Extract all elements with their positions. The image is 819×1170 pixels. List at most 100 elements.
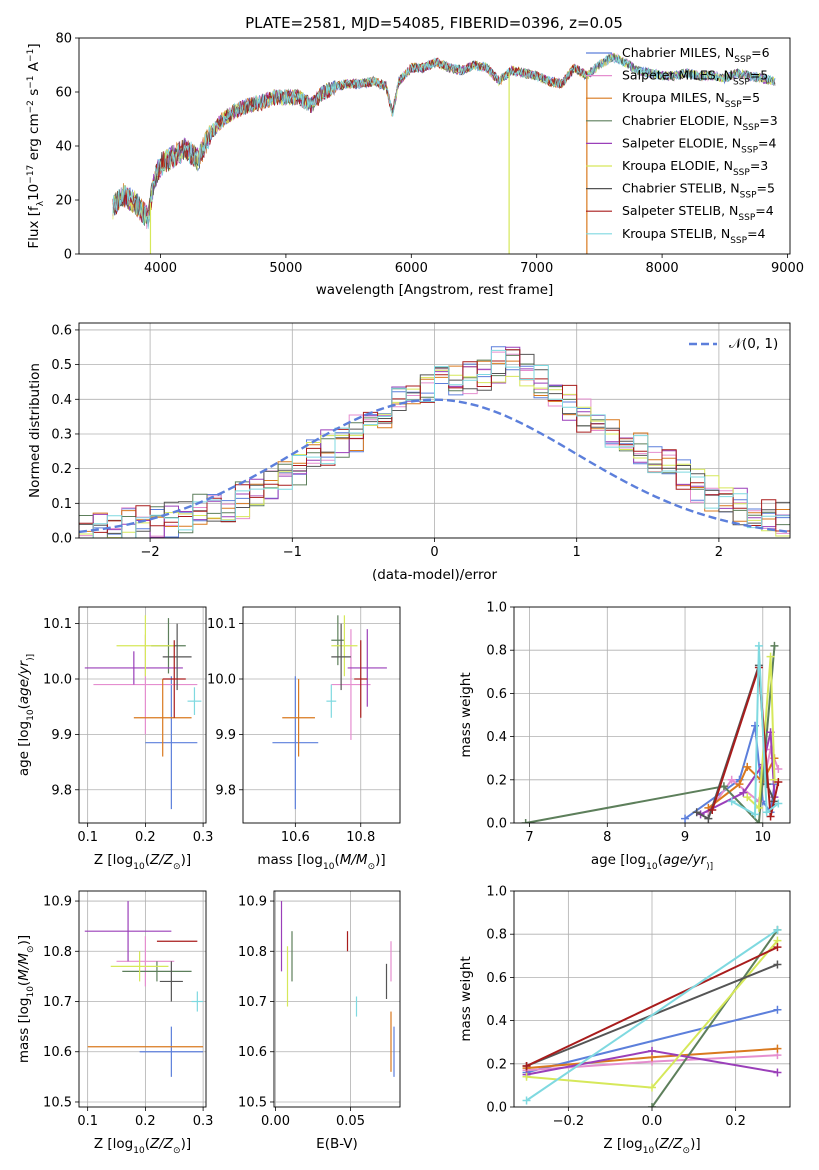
y-tick-label: 0.2 [486,1057,507,1072]
label-part: age/yr [16,659,32,704]
y-tick-label: 1.0 [486,885,507,900]
weight-marker [727,775,736,784]
y-tick-label: 10.7 [238,995,267,1010]
gaussian-curve [79,398,790,534]
x-tick-label: 4000 [144,261,177,276]
mass-z-panel: 0.1 0.2 0.310.510.610.710.810.9Z [log10(Z/… [16,890,214,1156]
weight-line-3 [651,929,779,1107]
mass-z-panel-xlabel: Z [log10(Z/Z⊙)] [94,1136,191,1156]
label-part: Kroupa MILES, N [622,90,725,105]
mass-ebv-panel-xlabel: E(B-V) [316,1136,358,1152]
weight-marker [648,1046,656,1055]
weight-marker [773,1005,782,1014]
label-part: 10 [643,1146,655,1156]
weight-marker [762,780,771,789]
y-tick-label: 0.6 [486,971,507,986]
mass-ebv-panel: 0.00 0.05 10.5 10.6 10.7 10.8 10.9 E(B-V) [238,890,401,1152]
weight-marker [681,814,690,823]
x-tick-label: 6000 [395,261,428,276]
label-part: )] [181,1136,192,1152]
y-tick-label: 0.6 [51,323,72,338]
label-part: Salpeter ELODIE, N [622,135,741,150]
error-point-7 [162,640,186,718]
label-part: Salpeter MILES, N [622,68,733,83]
label-part: SSP [733,78,750,88]
weight-marker [648,1083,656,1092]
residuals-ylabel: Normed distribution [27,363,43,498]
label-part: 10 [646,862,658,872]
y-tick-label: 10.6 [43,1045,72,1060]
y-tick-label: 0.0 [486,1101,507,1116]
axes-frame [78,322,791,539]
label-part: SSP [733,168,750,178]
x-tick-label: 0.3 [193,1114,214,1129]
label-part: =3 [750,158,768,173]
weight-marker [522,1061,531,1070]
mass-z-panel-ylabel: mass [log10(M/M⊙)] [16,935,36,1063]
weight-marker [773,1068,782,1077]
y-tick-label: 0.4 [51,393,72,408]
label-part: Z/Z [658,1136,683,1152]
x-tick-label: 10 [755,830,772,845]
weight-marker [774,799,783,808]
spectrum-xlabel: wavelength [Angstrom, rest frame] [316,282,554,298]
error-point-2 [282,679,315,757]
label-part: 10 [133,862,145,872]
label-part: ⊙ [173,862,181,872]
label-part: ( [334,852,339,868]
label-part: =4 [755,203,773,218]
label-part: )] [690,1136,701,1152]
label-part: Flux [f [26,205,42,249]
x-tick-label: 0.2 [725,1114,746,1129]
label-part: erg cm [26,113,42,164]
y-tick-label: 10.1 [43,617,72,632]
label-part: ( [145,1136,150,1152]
label-part: ( [654,1136,659,1152]
legend-entry-7: Salpeter STELIB, NSSP=4 [622,203,774,223]
weight-marker [648,1103,656,1107]
label-part: ⊙ [368,862,376,872]
x-tick-label: 0.1 [77,1114,98,1129]
label-part: Chabrier STELIB, N [622,181,740,196]
y-tick-label: 10.0 [207,673,236,688]
label-part: −1 [26,75,36,88]
y-tick-label: 9.8 [51,783,72,798]
label-part: =5 [757,181,775,196]
spectrum-line-8 [112,54,776,229]
y-tick-label: 10.8 [43,945,72,960]
x-tick-label: 0.2 [135,1114,156,1129]
axes-frame [273,890,401,1108]
y-tick-label: 10.9 [43,895,72,910]
weight-marker [754,641,763,650]
y-tick-label: 9.9 [51,728,72,743]
x-tick-label: 0.00 [261,1114,290,1129]
x-tick-label: 0.2 [135,830,156,845]
label-part: ⊙ [683,1146,691,1156]
axes-frame [78,37,791,255]
age-mass-panel-xlabel: mass [log10(M/M⊙)] [257,852,385,872]
age-z-panel: 0.1 0.2 0.39.89.910.010.1Z [log10(Z/Z⊙)]ag… [16,606,213,872]
label-part: A [26,61,42,75]
label-part: −2 [26,100,36,113]
plot-area [79,891,206,1107]
y-tick-label: 9.9 [215,728,236,743]
y-tick-label: 0.4 [486,1014,507,1029]
label-part: −1 [26,49,36,62]
label-part: Z [log [603,1136,642,1152]
spectrum-panel: 4000 5000 6000 7000 8000 9000 0 20 40 60 80 wavelen… [26,32,804,299]
axes-frame [78,890,207,1108]
error-point-6 [331,623,351,691]
plot-area [112,52,776,254]
weight-marker [743,762,752,771]
residuals-panel: −2 −1 0 1 2 0.0 0.1 0.2 0.3 0.4 0.5 0.6 𝒩(0, 1) (data… [27,322,791,583]
label-part: =4 [758,135,776,150]
error-point-7 [354,640,368,718]
weight-marker [727,797,736,806]
y-tick-label: 0.4 [486,730,507,745]
weight-marker [739,788,748,797]
label-part: ( [16,704,32,709]
y-tick-label: 0 [64,248,72,263]
label-part: ⊙ [173,1146,181,1156]
error-point-8 [326,684,337,718]
